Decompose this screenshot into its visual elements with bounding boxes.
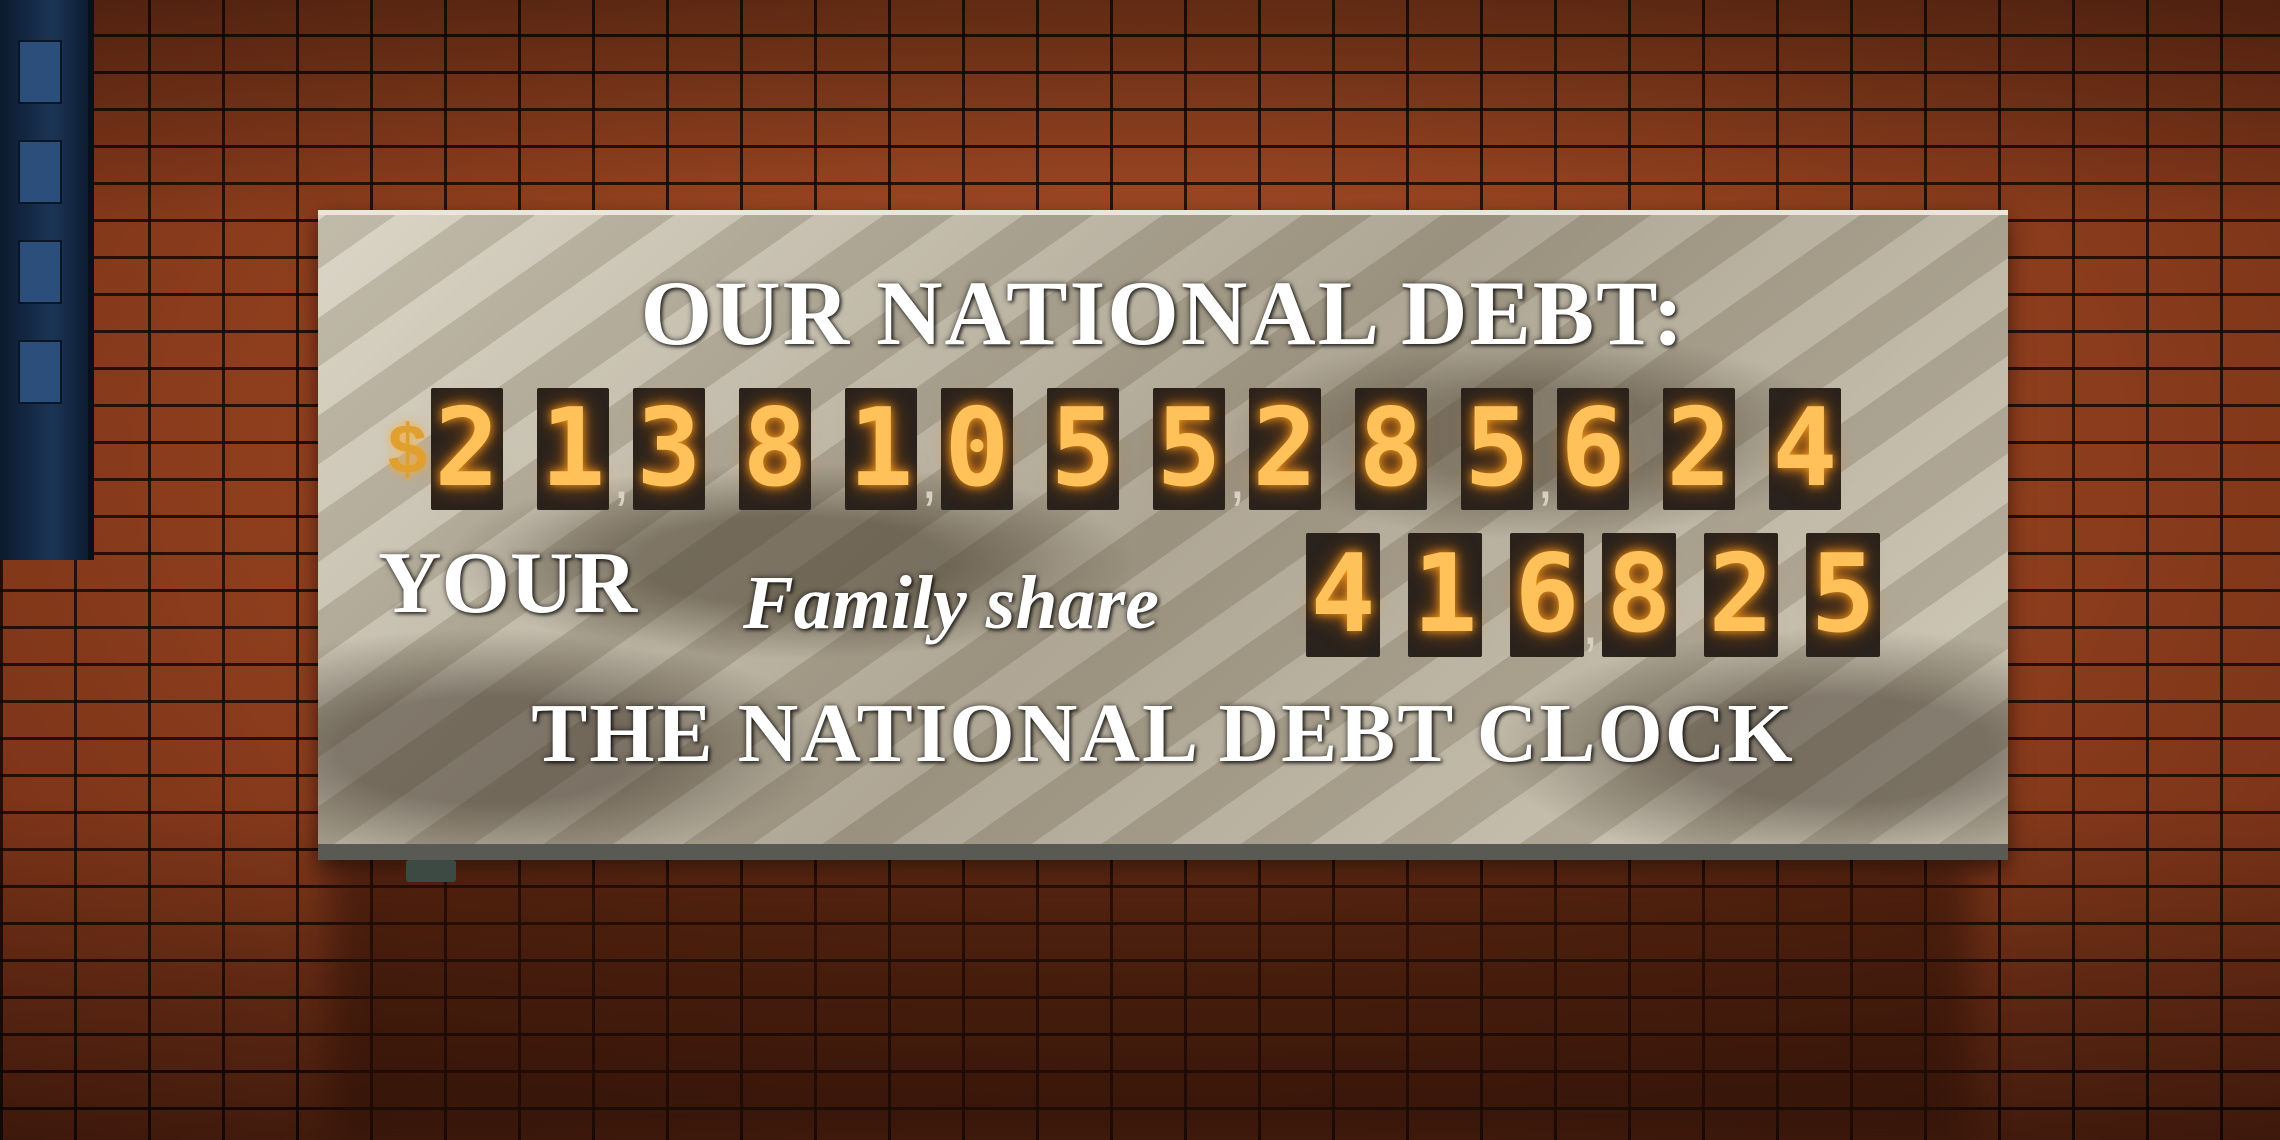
digit-separator: ,: [1536, 444, 1554, 511]
debt-digit: 4: [1768, 386, 1841, 511]
debt-digit: 5: [1152, 386, 1225, 511]
building-window: [18, 40, 62, 104]
digit-separator: ,: [1228, 444, 1246, 511]
mounting-bracket: [406, 860, 456, 882]
share-digit: 4: [1306, 532, 1380, 657]
debt-clock-title: THE NATIONAL DEBT CLOCK: [531, 687, 1795, 780]
share-digit: 2: [1704, 532, 1778, 657]
family-share-label: Family share: [743, 561, 1159, 645]
building-window: [18, 240, 62, 304]
dollar-sign: $: [388, 409, 427, 488]
debt-digit: 8: [738, 386, 811, 511]
debt-digit: 0: [940, 386, 1013, 511]
share-digit: 6: [1510, 532, 1584, 657]
debt-digit: 3: [632, 386, 705, 511]
building-window: [18, 340, 62, 404]
national-debt-counter: $ 2 1 , 3 8 1 , 0 5 5 , 2 8 5 , 6 2 4: [388, 385, 1841, 512]
debt-digit: 2: [430, 386, 503, 511]
digit-separator: ,: [920, 444, 938, 511]
your-label: YOUR: [378, 535, 638, 632]
debt-digit: 6: [1556, 386, 1629, 511]
share-digit: 1: [1408, 532, 1482, 657]
national-debt-heading: OUR NATIONAL DEBT:: [640, 262, 1686, 364]
digit-separator: ,: [1582, 590, 1599, 657]
family-share-counter: 4 1 6 , 8 2 5: [1306, 531, 1880, 658]
adjacent-building: [0, 0, 94, 560]
share-digit: 8: [1602, 532, 1676, 657]
debt-digit: 1: [536, 386, 609, 511]
debt-clock-sign: OUR NATIONAL DEBT: $ 2 1 , 3 8 1 , 0 5 5…: [318, 210, 2008, 882]
debt-digit: 2: [1662, 386, 1735, 511]
debt-digit: 8: [1354, 386, 1427, 511]
debt-digit: 2: [1248, 386, 1321, 511]
debt-digit: 5: [1460, 386, 1533, 511]
sign-shadow: [330, 860, 1970, 1140]
debt-digit: 5: [1046, 386, 1119, 511]
share-digit: 5: [1806, 532, 1880, 657]
building-window: [18, 140, 62, 204]
debt-digit: 1: [844, 386, 917, 511]
digit-separator: ,: [612, 444, 630, 511]
